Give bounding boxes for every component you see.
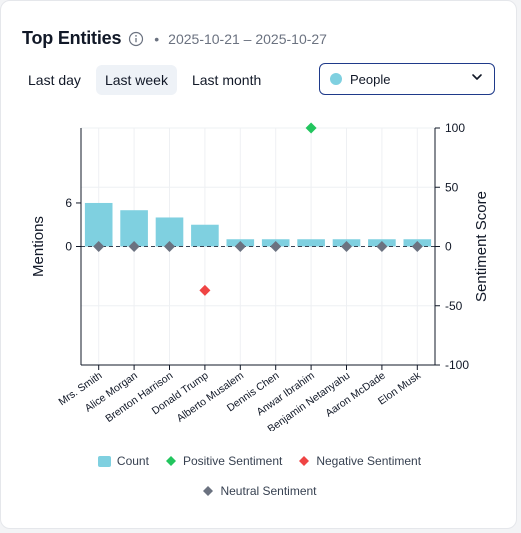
legend-label-positive: Positive Sentiment xyxy=(182,454,283,468)
date-range: 2025-10-21 – 2025-10-27 xyxy=(168,30,327,47)
neutral-sentiment-point xyxy=(234,241,246,252)
neutral-diamond-icon xyxy=(203,486,214,496)
bar-count xyxy=(84,202,113,247)
y-axis-title: Mentions xyxy=(30,216,47,277)
positive-sentiment-point xyxy=(305,122,317,134)
y2-tick-label: -50 xyxy=(445,299,463,313)
people-swatch xyxy=(330,73,342,85)
neutral-sentiment-point xyxy=(93,241,105,252)
card-title: Top Entities xyxy=(22,28,122,48)
legend-item-count[interactable]: Count xyxy=(97,454,149,468)
bar-count xyxy=(297,239,325,247)
y-tick-label: 0 xyxy=(65,240,72,254)
card-header: Top Entities • 2025-10-21 – 2025-10-27 xyxy=(22,28,327,49)
tab-last-week[interactable]: Last week xyxy=(95,65,177,95)
negative-diamond-icon xyxy=(299,456,310,466)
header-separator: • xyxy=(154,30,160,47)
legend-label-neutral: Neutral Sentiment xyxy=(220,484,317,498)
neutral-sentiment-point xyxy=(376,241,388,252)
neutral-sentiment-point xyxy=(164,241,175,252)
neutral-sentiment-point xyxy=(270,241,282,252)
tab-last-month[interactable]: Last month xyxy=(191,72,262,88)
negative-sentiment-point xyxy=(199,284,211,296)
y2-tick-label: -100 xyxy=(445,358,469,372)
neutral-sentiment-point xyxy=(128,241,140,252)
y-tick-label: 6 xyxy=(65,196,72,210)
positive-diamond-icon xyxy=(165,456,176,466)
time-range-tabs: Last day Last week Last month xyxy=(19,65,270,95)
entity-type-select[interactable]: People xyxy=(319,63,495,95)
y2-axis-title: Sentiment Score xyxy=(473,191,490,302)
legend-item-negative[interactable]: Negative Sentiment xyxy=(298,454,421,468)
count-swatch xyxy=(97,455,111,467)
tab-last-day[interactable]: Last day xyxy=(28,72,81,88)
y2-tick-label: 50 xyxy=(445,180,459,194)
bar-count xyxy=(191,224,219,247)
neutral-sentiment-point xyxy=(411,241,423,252)
legend-item-positive[interactable]: Positive Sentiment xyxy=(165,454,282,468)
bar-count xyxy=(120,210,148,247)
chevron-down-icon xyxy=(470,70,484,89)
legend-label-count: Count xyxy=(116,454,149,468)
info-icon[interactable] xyxy=(128,31,144,47)
y2-tick-label: 0 xyxy=(445,240,452,254)
y2-tick-label: 100 xyxy=(445,121,465,135)
entity-type-value: People xyxy=(350,71,391,87)
legend-label-negative: Negative Sentiment xyxy=(316,454,422,468)
chart-legend: Count Positive Sentiment Negative Sentim… xyxy=(1,454,518,498)
neutral-sentiment-point xyxy=(341,241,352,252)
legend-item-neutral[interactable]: Neutral Sentiment xyxy=(202,484,317,498)
